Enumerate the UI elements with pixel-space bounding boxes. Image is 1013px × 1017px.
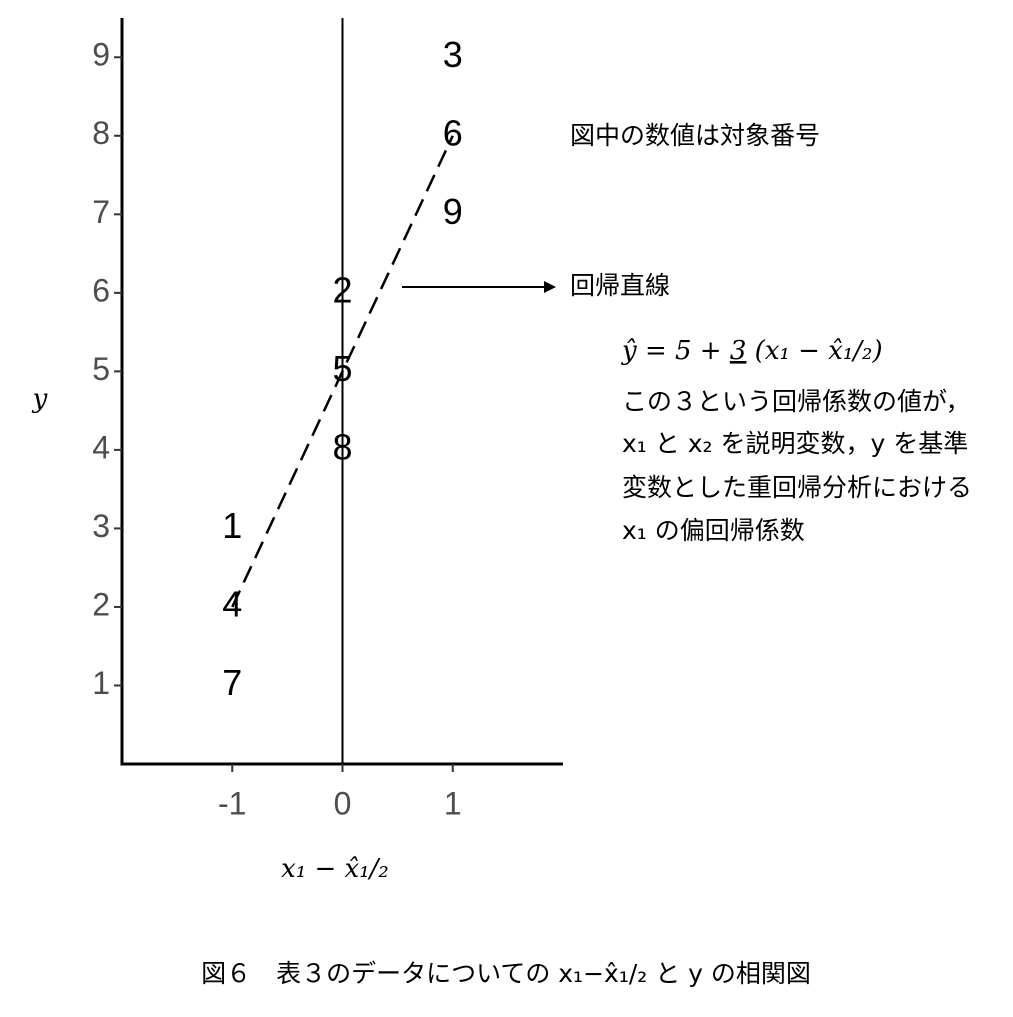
equation-part: (x₁ − x̂₁/₂) <box>746 336 882 366</box>
x-tick-label: -1 <box>218 785 246 821</box>
arrow-head <box>544 281 556 293</box>
point-label: 9 <box>443 191 463 232</box>
point-label: 5 <box>332 348 352 389</box>
x-tick-label: 0 <box>334 785 352 821</box>
y-tick-label: 1 <box>92 665 110 701</box>
point-label: 1 <box>222 505 242 546</box>
y-tick-label: 7 <box>92 194 110 230</box>
note-text: この３という回帰係数の値が， <box>622 387 971 416</box>
y-tick-label: 5 <box>92 351 110 387</box>
note: 図中の数値は対象番号 <box>570 121 820 150</box>
equation-part: 3 <box>730 336 747 366</box>
point-label: 2 <box>332 269 352 310</box>
x-tick-label: 1 <box>444 785 462 821</box>
y-axis-label: y <box>32 384 48 414</box>
point-label: 3 <box>443 34 463 75</box>
point-label: 4 <box>222 583 242 624</box>
note-text: x₁ と x₂ を説明変数，y を基準 <box>622 429 968 458</box>
y-tick-label: 2 <box>92 586 110 622</box>
line-label: 回帰直線 <box>570 271 670 300</box>
equation: ŷ = 5 + 3 (x₁ − x̂₁/₂) <box>621 336 883 366</box>
point-label: 8 <box>332 426 352 467</box>
y-tick-label: 6 <box>92 272 110 308</box>
y-tick-label: 3 <box>92 508 110 544</box>
x-axis-label: x₁ − x̂₁/₂ <box>281 854 389 884</box>
y-tick-label: 9 <box>92 37 110 73</box>
y-tick-label: 4 <box>92 429 110 465</box>
caption: 図６ 表３のデータについての x₁−x̂₁/₂ と y の相関図 <box>201 959 811 988</box>
equation-part: ŷ = 5 + <box>621 336 730 366</box>
regression-line <box>231 135 454 608</box>
y-tick-label: 8 <box>92 115 110 151</box>
point-label: 7 <box>222 662 242 703</box>
note-text: x₁ の偏回帰係数 <box>622 516 805 545</box>
point-label: 6 <box>443 112 463 153</box>
note-text: 変数とした重回帰分析における <box>622 473 972 502</box>
